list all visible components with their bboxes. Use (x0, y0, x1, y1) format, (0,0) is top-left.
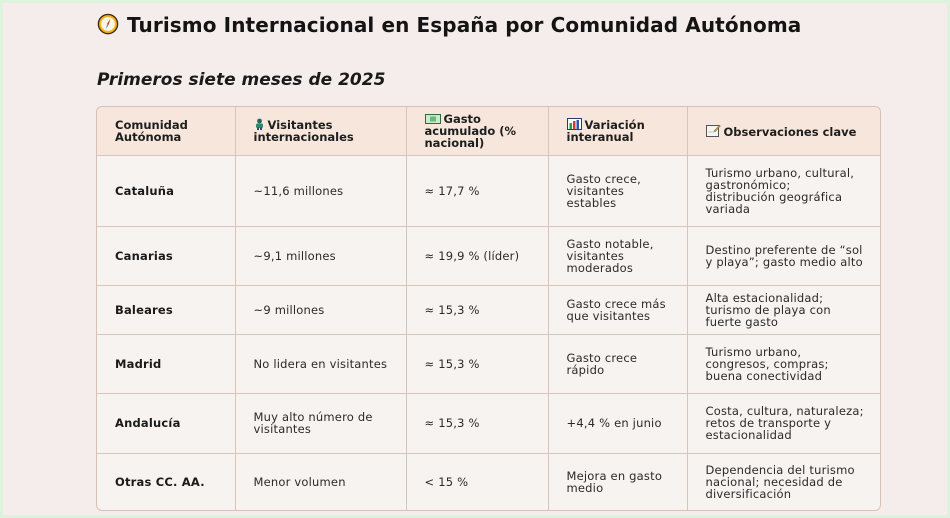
cell-gasto: < 15 % (406, 453, 549, 510)
cell-comunidad: Baleares (97, 285, 236, 335)
compass-icon (97, 13, 119, 35)
column-header-gasto: Gasto acumulado (% nacional) (406, 107, 549, 156)
table-row: Cataluña ~11,6 millones ≈ 17,7 % Gasto c… (97, 155, 880, 227)
cell-visitantes: Menor volumen (235, 453, 407, 510)
cell-visitantes: ~11,6 millones (235, 155, 407, 227)
cell-variacion: Gasto crece más que visitantes (548, 285, 688, 335)
column-header-visitantes: Visitantes internacionales (235, 107, 407, 156)
person-icon (255, 118, 263, 131)
bar-chart-icon (566, 118, 582, 131)
cell-variacion: +4,4 % en junio (548, 393, 688, 454)
table-row: Madrid No lidera en visitantes ≈ 15,3 % … (97, 334, 880, 394)
cell-gasto: ≈ 15,3 % (406, 285, 549, 335)
cell-observaciones: Dependencia del turismo nacional; necesi… (705, 463, 855, 502)
cell-visitantes: Muy alto número de visitantes (235, 393, 407, 454)
page: Turismo Internacional en España por Comu… (3, 3, 947, 515)
table-header-row: Comunidad Autónoma Visitantes internacio… (97, 107, 880, 156)
cell-gasto: ≈ 15,3 % (406, 334, 549, 394)
tourism-table: Comunidad Autónoma Visitantes internacio… (96, 106, 881, 511)
cell-comunidad: Canarias (97, 226, 236, 286)
cell-comunidad: Otras CC. AA. (97, 453, 236, 510)
column-header-variacion: Variación interanual (548, 107, 688, 156)
cell-gasto: ≈ 17,7 % (406, 155, 549, 227)
cell-observaciones: Costa, cultura, naturaleza; retos de tra… (687, 393, 880, 454)
column-header-comunidad: Comunidad Autónoma (97, 107, 236, 156)
cell-visitantes: ~9,1 millones (235, 226, 407, 286)
cell-variacion: Gasto notable, visitantes moderados (548, 226, 688, 286)
page-title-text: Turismo Internacional en España por Comu… (127, 13, 802, 37)
banknote-icon (424, 113, 441, 124)
cell-comunidad: Madrid (97, 334, 236, 394)
cell-visitantes: No lidera en visitantes (235, 334, 407, 394)
table-row: Baleares ~9 millones ≈ 15,3 % Gasto crec… (97, 285, 880, 335)
cell-variacion: Gasto crece rápido (548, 334, 688, 394)
cell-comunidad: Cataluña (97, 155, 236, 227)
page-subtitle: Primeros siete meses de 2025 (97, 70, 386, 90)
cell-variacion: Gasto crece, visitantes estables (548, 155, 688, 227)
page-title: Turismo Internacional en España por Comu… (97, 13, 897, 35)
table-row: Otras CC. AA. Menor volumen < 15 % Mejor… (97, 453, 880, 510)
cell-gasto: ≈ 15,3 % (406, 393, 549, 454)
cell-observaciones: Destino preferente de “sol y playa”; gas… (687, 226, 880, 286)
table-row: Canarias ~9,1 millones ≈ 19,9 % (líder) … (97, 226, 880, 286)
table-row: Andalucía Muy alto número de visitantes … (97, 393, 880, 454)
cell-observaciones: Alta estacionalidad; turismo de playa co… (687, 285, 880, 335)
cell-comunidad: Andalucía (97, 393, 236, 454)
memo-icon (705, 124, 721, 137)
cell-visitantes: ~9 millones (235, 285, 407, 335)
cell-variacion: Mejora en gasto medio (548, 453, 688, 510)
cell-observaciones: Turismo urbano, cultural, gastronómico; … (687, 155, 880, 227)
cell-observaciones: Turismo urbano, congresos, compras; buen… (687, 334, 880, 394)
cell-gasto: ≈ 19,9 % (líder) (406, 226, 549, 286)
column-header-observaciones: Observaciones clave (687, 107, 880, 156)
